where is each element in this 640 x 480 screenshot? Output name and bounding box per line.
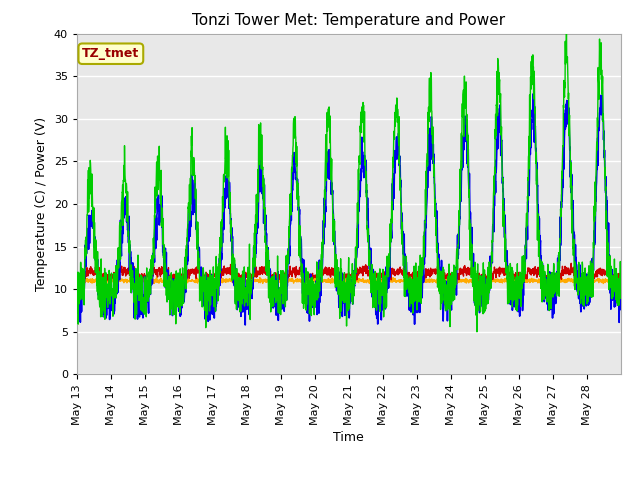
Solar V — [513, 276, 521, 282]
Solar V — [617, 278, 625, 284]
Battery V — [73, 274, 81, 280]
Y-axis label: Temperature (C) / Power (V): Temperature (C) / Power (V) — [35, 117, 48, 291]
Air T — [241, 322, 249, 328]
Solar V — [73, 276, 81, 282]
Air T — [73, 295, 81, 300]
Air T — [617, 280, 625, 286]
Solar V — [153, 274, 161, 279]
Solar V — [245, 279, 253, 285]
Solar V — [266, 281, 274, 287]
Panel T — [610, 286, 618, 292]
Line: Panel T: Panel T — [77, 25, 621, 332]
Panel T — [473, 329, 481, 335]
Panel T — [513, 284, 520, 290]
Battery V — [381, 272, 389, 277]
Battery V — [567, 261, 575, 266]
Solar V — [127, 278, 135, 284]
Panel T — [381, 273, 389, 278]
Air T — [513, 283, 520, 289]
Air T — [127, 255, 135, 261]
Line: Solar V: Solar V — [77, 276, 621, 284]
Battery V — [543, 278, 551, 284]
Solar V — [610, 279, 618, 285]
Panel T — [127, 290, 135, 296]
Title: Tonzi Tower Met: Temperature and Power: Tonzi Tower Met: Temperature and Power — [192, 13, 506, 28]
Battery V — [127, 266, 135, 272]
Air T — [381, 293, 389, 299]
Battery V — [513, 273, 520, 279]
Line: Air T: Air T — [77, 94, 621, 325]
Battery V — [244, 276, 252, 282]
Battery V — [617, 276, 625, 282]
Solar V — [544, 278, 552, 284]
Solar V — [382, 279, 390, 285]
Air T — [610, 286, 618, 291]
Text: TZ_tmet: TZ_tmet — [82, 47, 140, 60]
X-axis label: Time: Time — [333, 431, 364, 444]
Panel T — [617, 280, 625, 286]
Panel T — [543, 293, 551, 299]
Battery V — [610, 275, 618, 280]
Panel T — [563, 22, 570, 28]
Air T — [245, 300, 253, 305]
Air T — [529, 91, 537, 97]
Panel T — [244, 278, 252, 284]
Line: Battery V: Battery V — [77, 264, 621, 283]
Air T — [544, 296, 552, 301]
Panel T — [73, 304, 81, 310]
Battery V — [549, 280, 557, 286]
